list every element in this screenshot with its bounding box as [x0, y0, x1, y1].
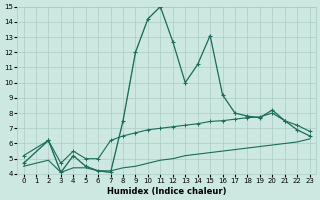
X-axis label: Humidex (Indice chaleur): Humidex (Indice chaleur)	[107, 187, 226, 196]
